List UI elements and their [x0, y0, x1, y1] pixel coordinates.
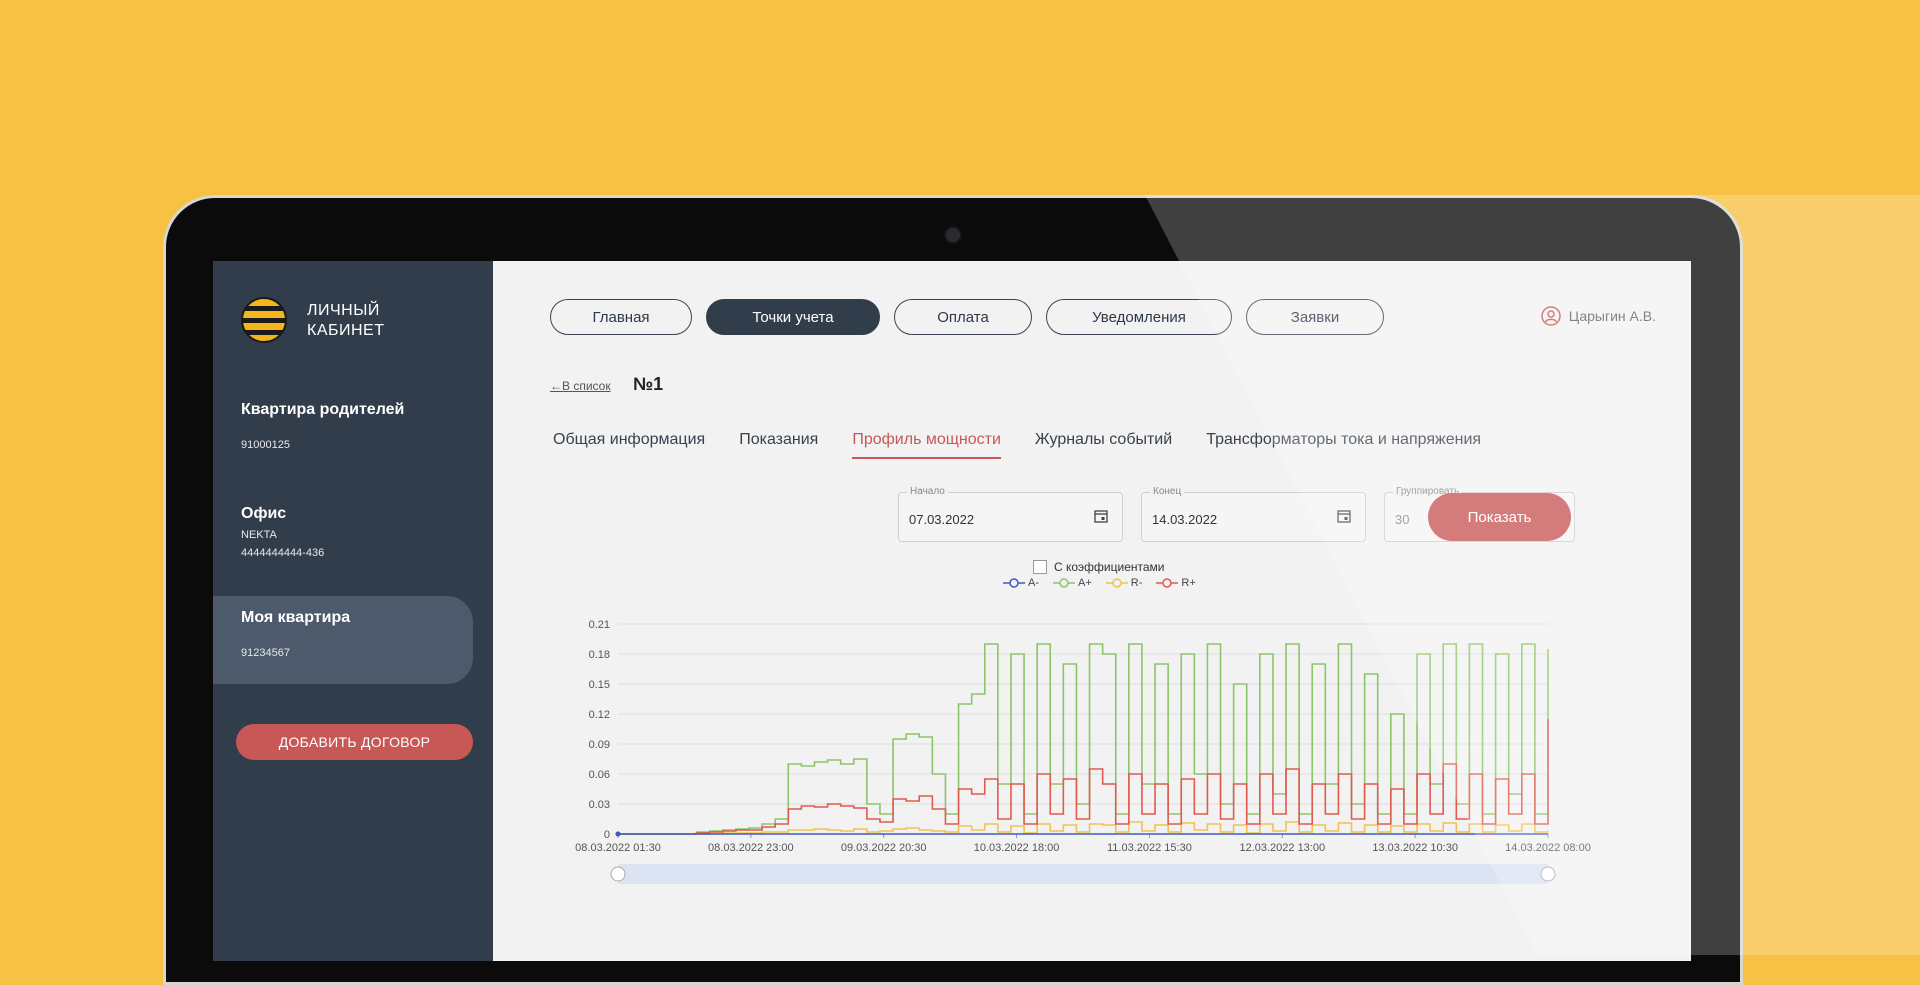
legend-item-a-plus[interactable]: A+: [1053, 577, 1092, 589]
add-contract-button[interactable]: ДОБАВИТЬ ДОГОВОР: [236, 724, 473, 760]
sidebar: ЛИЧНЫЙ КАБИНЕТ Квартира родителей 910001…: [213, 261, 493, 961]
account-number: 91000125: [241, 439, 290, 451]
account-name: Квартира родителей: [241, 401, 405, 418]
account-name: Офис: [241, 505, 287, 522]
end-date-label: Конец: [1150, 486, 1185, 497]
sidebar-account-my-flat[interactable]: Моя квартира 91234567: [241, 609, 481, 659]
nav-payment[interactable]: Оплата: [894, 299, 1032, 335]
x-tick-label: 14.03.2022 08:00: [1505, 842, 1591, 854]
logo-text: ЛИЧНЫЙ КАБИНЕТ: [307, 301, 385, 341]
y-tick-label: 0: [604, 829, 610, 841]
series-line-Rminus: [618, 821, 1549, 835]
nav-requests[interactable]: Заявки: [1246, 299, 1384, 335]
camera-icon: [944, 226, 962, 244]
account-name: Моя квартира: [241, 609, 351, 626]
legend-marker-a-plus: [1053, 578, 1075, 588]
legend-label: R+: [1181, 577, 1196, 589]
logo-text-line-2: КАБИНЕТ: [307, 322, 385, 339]
x-tick-label: 09.03.2022 20:30: [841, 842, 927, 854]
y-tick-label: 0.09: [589, 739, 610, 751]
back-to-list-link[interactable]: ←В список: [550, 379, 611, 393]
y-tick-label: 0.03: [589, 799, 610, 811]
top-nav: Главная Точки учета Оплата Уведомления З…: [550, 299, 1384, 335]
tab-readings[interactable]: Показания: [739, 431, 819, 448]
series-line-Rplus: [618, 719, 1549, 835]
account-number: 91234567: [241, 647, 290, 659]
x-tick-label: 11.03.2022 15:30: [1107, 842, 1192, 854]
x-tick-label: 12.03.2022 13:00: [1239, 842, 1325, 854]
nav-notifications[interactable]: Уведомления: [1046, 299, 1232, 335]
x-tick-label: 13.03.2022 10:30: [1372, 842, 1458, 854]
y-tick-label: 0.06: [589, 769, 610, 781]
app-screen: ЛИЧНЫЙ КАБИНЕТ Квартира родителей 910001…: [213, 261, 1691, 961]
tab-transformers[interactable]: Трансформаторы тока и напряжения: [1206, 431, 1482, 448]
calendar-icon[interactable]: [1337, 509, 1351, 523]
start-date-value: 07.03.2022: [909, 512, 975, 527]
account-company: NEKTA: [241, 529, 277, 541]
x-tick-label: 10.03.2022 18:00: [974, 842, 1060, 854]
y-tick-label: 0.21: [589, 619, 610, 631]
chart-legend: A- A+ R- R+: [1003, 577, 1196, 589]
range-handle-left-icon: [610, 866, 626, 882]
end-date-field[interactable]: Конец 14.03.2022: [1141, 486, 1366, 542]
legend-marker-a-minus: [1003, 578, 1025, 588]
user-menu[interactable]: Царыгин А.В.: [1540, 306, 1656, 326]
range-slider: [618, 864, 1548, 884]
legend-label: R-: [1130, 577, 1143, 589]
tab-general-info[interactable]: Общая информация: [553, 431, 706, 448]
group-label: Группировать: [1393, 486, 1463, 497]
start-date-label: Начало: [907, 486, 948, 497]
checkbox-box[interactable]: [1033, 560, 1047, 574]
legend-marker-r-minus: [1105, 578, 1128, 588]
series-line-Aplus: [618, 643, 1549, 835]
legend-item-r-minus[interactable]: R-: [1105, 577, 1143, 589]
user-icon: [1540, 306, 1561, 326]
nav-home[interactable]: Главная: [550, 299, 692, 335]
legend-label: A+: [1078, 577, 1092, 589]
coefficients-checkbox[interactable]: С коэффициентами: [1033, 560, 1165, 574]
tab-event-logs[interactable]: Журналы событий: [1034, 431, 1173, 448]
legend-label: A-: [1028, 577, 1039, 589]
coefficients-label: С коэффициентами: [1054, 560, 1165, 574]
point-title: №1: [633, 374, 664, 394]
power-profile-chart: 0.210.180.150.120.090.060.03008.03.2022 …: [575, 619, 1591, 884]
tab-power-profile[interactable]: Профиль мощности: [852, 431, 1001, 459]
sidebar-account-parents[interactable]: Квартира родителей 91000125: [241, 401, 481, 451]
sidebar-account-office[interactable]: Офис NEKTA 4444444444-436: [241, 505, 481, 559]
series-start-point: [615, 831, 621, 837]
legend-item-r-plus[interactable]: R+: [1156, 577, 1196, 589]
logo-text-line-1: ЛИЧНЫЙ: [307, 302, 380, 319]
main-content: Главная Точки учета Оплата Уведомления З…: [493, 261, 1691, 961]
back-link-text: В список: [562, 379, 611, 393]
y-tick-label: 0.12: [589, 709, 610, 721]
nav-metering-points[interactable]: Точки учета: [706, 299, 880, 335]
tabs: Общая информация Показания Профиль мощно…: [553, 431, 1481, 459]
account-number: 4444444444-436: [241, 547, 325, 559]
show-button[interactable]: Показать: [1428, 493, 1571, 541]
x-tick-label: 08.03.2022 01:30: [575, 842, 661, 854]
beeline-logo-icon: [241, 297, 287, 343]
x-tick-label: 08.03.2022 23:00: [708, 842, 794, 854]
calendar-icon[interactable]: [1094, 509, 1108, 523]
legend-item-a-minus[interactable]: A-: [1003, 577, 1039, 589]
group-value: 30: [1395, 512, 1410, 527]
sidebar-account-active-bg: [213, 596, 473, 684]
legend-marker-r-plus: [1156, 578, 1179, 588]
end-date-value: 14.03.2022: [1152, 512, 1218, 527]
range-handle-right-icon: [1540, 866, 1556, 882]
y-tick-label: 0.18: [589, 649, 610, 661]
start-date-field[interactable]: Начало 07.03.2022: [898, 486, 1123, 542]
y-tick-label: 0.15: [589, 679, 610, 691]
user-name: Царыгин А.В.: [1568, 308, 1656, 324]
